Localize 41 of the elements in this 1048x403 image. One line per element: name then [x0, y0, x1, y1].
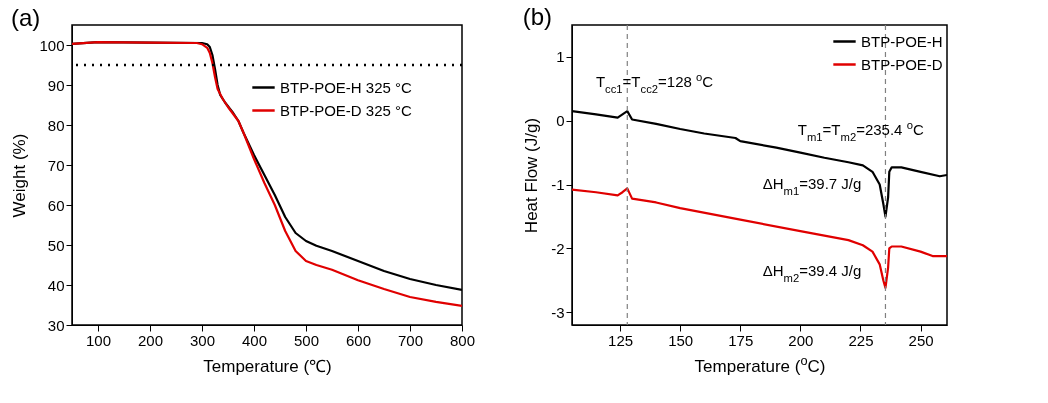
x-tick-label: 400	[241, 331, 268, 349]
y-axis-title: Heat Flow (J/g)	[522, 117, 542, 234]
annotation: ΔH$_{m1}$=39.7 J/g	[762, 175, 862, 197]
x-tick-label: 600	[345, 331, 372, 349]
y-tick-label: 50	[47, 236, 65, 254]
x-axis-title: Temperature (℃)	[203, 356, 332, 376]
legend-label: BTP-POE-D 325 °C	[280, 101, 413, 119]
y-tick-label: 60	[47, 196, 65, 214]
annotation: ΔH$_{m2}$=39.4 J/g	[762, 262, 862, 284]
x-tick-label: 700	[397, 331, 424, 349]
y-tick-label: 1	[556, 48, 565, 66]
annotation: T$_{m1}$=T$_{m2}$=235.4 $^{o}$C	[797, 119, 924, 143]
y-axis-title: Weight (%)	[10, 133, 30, 218]
annotation: T$_{cc1}$=T$_{cc2}$=128 $^{o}$C	[595, 71, 714, 95]
y-tick-label: -2	[551, 239, 565, 257]
chart-title: (b)	[522, 3, 553, 31]
y-tick-label: 30	[47, 316, 65, 334]
x-tick-label: 125	[608, 331, 634, 349]
x-tick-label: 175	[728, 331, 754, 349]
x-tick-label: 150	[668, 331, 694, 349]
x-tick-label: 225	[848, 331, 874, 349]
legend-label: BTP-POE-D	[861, 55, 943, 73]
legend-label: BTP-POE-H 325 °C	[280, 78, 413, 96]
y-tick-label: 90	[47, 76, 65, 94]
y-tick-label: 40	[47, 276, 65, 294]
x-tick-label: 100	[85, 331, 112, 349]
y-tick-label: 0	[556, 112, 565, 130]
x-tick-label: 500	[293, 331, 320, 349]
y-tick-label: 70	[47, 156, 65, 174]
x-tick-label: 200	[137, 331, 164, 349]
x-axis-title: Temperature ($^{o}$C)	[694, 352, 826, 376]
x-tick-label: 300	[189, 331, 216, 349]
x-tick-label: 250	[908, 331, 934, 349]
chart-title: (a)	[10, 4, 41, 31]
y-tick-label: 100	[39, 36, 65, 54]
y-tick-label: -1	[551, 176, 565, 194]
y-tick-label: -3	[551, 303, 565, 321]
legend-label: BTP-POE-H	[861, 32, 943, 50]
x-tick-label: 200	[788, 331, 814, 349]
y-tick-label: 80	[47, 116, 65, 134]
x-tick-label: 800	[449, 331, 476, 349]
